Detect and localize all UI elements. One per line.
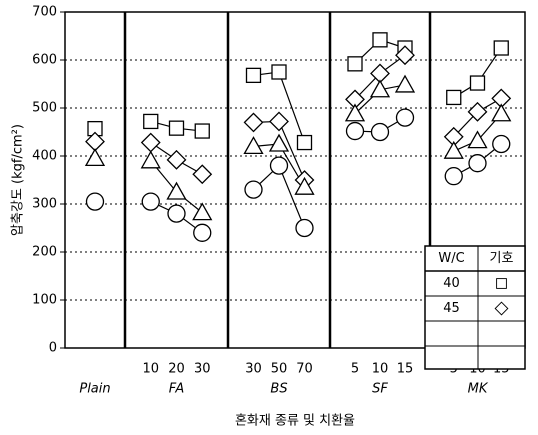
circle-marker bbox=[468, 154, 487, 173]
triangle-marker bbox=[268, 133, 290, 152]
triangle-marker bbox=[294, 176, 315, 195]
triangle-marker bbox=[344, 103, 366, 122]
square-marker bbox=[296, 134, 313, 151]
legend-marker bbox=[496, 278, 507, 289]
legend-label: 40 bbox=[443, 276, 460, 291]
y-tick-label: 200 bbox=[32, 245, 57, 260]
square-marker bbox=[245, 67, 262, 84]
legend-header: W/C bbox=[438, 251, 464, 266]
diamond-marker bbox=[269, 111, 289, 132]
circle-marker bbox=[244, 180, 263, 199]
x-axis-label: 혼화재 종류 및 치환율 bbox=[235, 414, 355, 429]
square-marker bbox=[271, 64, 287, 80]
y-tick-label: 700 bbox=[32, 5, 57, 20]
diamond-marker bbox=[467, 101, 488, 122]
x-tick-label: 15 bbox=[397, 362, 414, 377]
square-marker bbox=[194, 123, 210, 139]
y-tick-label: 400 bbox=[32, 149, 57, 164]
circle-marker bbox=[167, 204, 186, 223]
triangle-marker bbox=[394, 74, 416, 93]
triangle-marker bbox=[443, 140, 464, 159]
triangle-marker bbox=[192, 202, 213, 221]
circle-marker bbox=[345, 121, 365, 141]
group-label: BS bbox=[270, 382, 287, 397]
diamond-marker bbox=[140, 132, 161, 153]
circle-marker bbox=[193, 223, 212, 242]
x-tick-label: 5 bbox=[351, 362, 359, 377]
diamond-marker bbox=[192, 164, 213, 185]
circle-marker bbox=[444, 167, 463, 186]
diamond-marker bbox=[395, 45, 415, 66]
x-tick-label: 30 bbox=[194, 362, 211, 377]
triangle-marker bbox=[491, 103, 512, 122]
triangle-marker bbox=[140, 150, 161, 169]
group-label: FA bbox=[169, 382, 185, 397]
circle-marker bbox=[85, 192, 105, 211]
y-tick-label: 300 bbox=[32, 197, 57, 212]
triangle-marker bbox=[369, 79, 391, 98]
diamond-marker bbox=[166, 149, 187, 170]
triangle-marker bbox=[166, 181, 187, 200]
square-marker bbox=[143, 113, 159, 130]
x-tick-label: 10 bbox=[372, 362, 389, 377]
plot-frame bbox=[64, 11, 526, 349]
square-marker bbox=[493, 40, 509, 56]
square-marker bbox=[469, 75, 486, 91]
triangle-marker bbox=[243, 136, 264, 155]
circle-marker bbox=[395, 108, 415, 127]
circle-marker bbox=[141, 192, 160, 211]
diamond-marker bbox=[243, 112, 264, 133]
square-marker bbox=[372, 32, 388, 48]
triangle-marker bbox=[467, 130, 488, 149]
triangle-marker bbox=[84, 148, 106, 167]
square-marker bbox=[446, 89, 462, 106]
legend-label: 45 bbox=[443, 301, 460, 316]
circle-marker bbox=[492, 134, 511, 154]
legend-header: 기호 bbox=[490, 251, 514, 266]
square-marker bbox=[347, 56, 363, 72]
x-tick-label: 70 bbox=[296, 362, 313, 377]
y-tick-label: 600 bbox=[32, 53, 57, 68]
circle-marker bbox=[269, 156, 289, 175]
legend-box bbox=[424, 245, 526, 370]
group-label: SF bbox=[372, 382, 388, 397]
circle-marker bbox=[370, 122, 390, 142]
y-axis-label: 압축강도 (kgf/cm²) bbox=[11, 124, 26, 236]
y-tick-label: 500 bbox=[32, 101, 57, 116]
x-tick-label: 10 bbox=[142, 362, 159, 377]
y-tick-label: 100 bbox=[32, 293, 57, 308]
x-tick-label: 20 bbox=[168, 362, 185, 377]
legend-marker bbox=[494, 301, 509, 316]
group-label: Plain bbox=[79, 382, 110, 397]
group-label: MK bbox=[468, 382, 489, 397]
x-tick-label: 30 bbox=[245, 362, 262, 377]
y-tick-label: 0 bbox=[49, 341, 57, 356]
x-tick-label: 50 bbox=[271, 362, 288, 377]
circle-marker bbox=[295, 218, 314, 238]
square-marker bbox=[168, 120, 185, 136]
